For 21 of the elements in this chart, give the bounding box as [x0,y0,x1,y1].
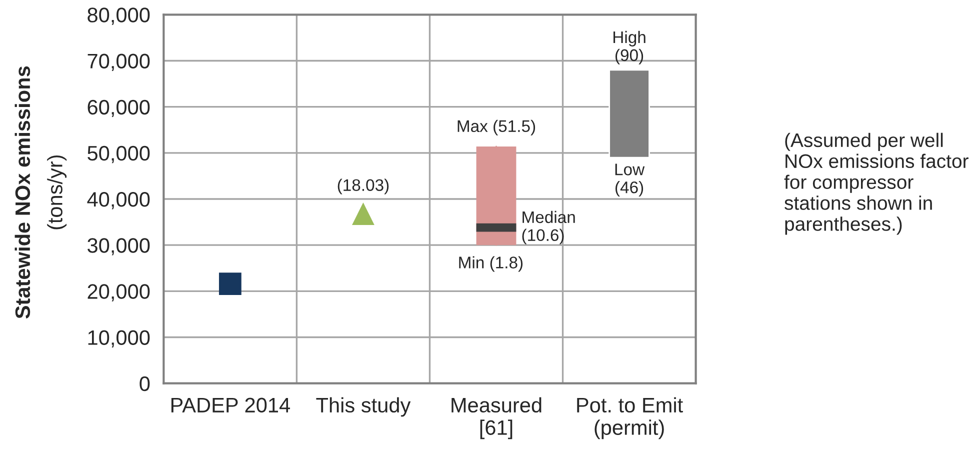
y-tick-label: 50,000 [88,146,150,164]
x-tick-label: Measured [61] [452,397,542,440]
y-tick-label: 30,000 [88,238,150,256]
x-tick-label: Pot. to Emit (permit) [577,397,683,440]
y-tick-label: 0 [140,376,150,392]
annotation: Median (10.6) [522,210,575,244]
annotation: (18.03) [338,178,389,194]
y-tick-label: 70,000 [88,54,150,71]
y-tick-label: 80,000 [88,8,150,25]
annotation: Min (1.8) [459,256,523,272]
text: (Assumed per well NOx emissions factor for compressor stations shown in parentheses.) [784,132,968,235]
annotation: Low (46) [615,164,645,197]
annotation: High (90) [614,30,646,64]
y-tick-label: 10,000 [88,330,150,348]
y-tick-label: 40,000 [87,192,150,210]
x-tick-label: This study [316,397,411,417]
y-axis-title: Statewide NOx emissions (tons/yr) [14,66,67,319]
x-tick-label: PADEP 2014 [171,398,290,413]
annotation: Max (51.5) [458,120,536,136]
y-tick-label: 20,000 [88,284,150,302]
y-tick-label: 60,000 [88,100,150,118]
